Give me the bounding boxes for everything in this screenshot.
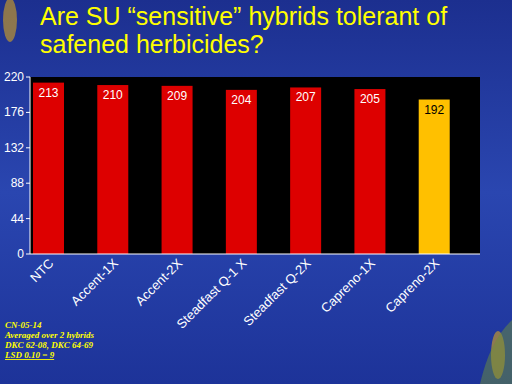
- y-tick: [26, 218, 30, 219]
- y-tick: [26, 147, 30, 148]
- y-axis: [30, 77, 31, 254]
- note: Averaged over 2 hybrids: [4, 330, 95, 340]
- y-tick-label: 88: [11, 176, 25, 190]
- bar: [290, 87, 321, 254]
- x-tick-label: Steadfast Q-2X: [240, 255, 314, 329]
- bar: [33, 83, 64, 254]
- data-label: 207: [296, 90, 316, 104]
- note: CN-05-14: [5, 320, 42, 330]
- plot-area: [30, 77, 480, 254]
- title: Are SU “sensitive” hybrids tolerant of s…: [40, 2, 490, 58]
- bar: [97, 85, 128, 254]
- x-tick-label: Accent-1X: [68, 255, 121, 308]
- page: {"chart_data": {"type": "bar", "title": …: [0, 0, 512, 384]
- x-tick-label: NTC: [27, 256, 56, 285]
- decoration: [480, 320, 512, 384]
- y-tick: [26, 183, 30, 184]
- data-label: 205: [360, 92, 380, 106]
- bar: [419, 100, 450, 254]
- y-tick: [26, 77, 30, 78]
- bar: [226, 90, 257, 254]
- y-tick-label: 0: [17, 247, 24, 261]
- bars: [33, 83, 450, 254]
- note: DKC 62-08, DKC 64-69: [4, 340, 94, 350]
- data-label: 192: [424, 103, 444, 117]
- x-tick-label: Accent-2X: [132, 255, 185, 308]
- y-tick: [26, 112, 30, 113]
- data-label: 210: [103, 88, 123, 102]
- y-tick: [26, 254, 30, 255]
- x-tick-label: Capreno-1X: [318, 255, 378, 315]
- data-label: 209: [167, 89, 187, 103]
- y-tick-label: 44: [11, 212, 25, 226]
- x-axis: [30, 254, 480, 255]
- bar: [354, 89, 385, 254]
- data-label: 213: [38, 86, 58, 100]
- y-tick-label: 132: [4, 141, 24, 155]
- background: [0, 0, 512, 384]
- x-tick-label: Capreno-2X: [382, 255, 442, 315]
- note: LSD 0.10 = 9: [4, 350, 55, 360]
- data-label: 204: [231, 93, 251, 107]
- y-tick-label: 220: [4, 70, 24, 84]
- y-tick-label: 176: [4, 105, 24, 119]
- decoration: [3, 0, 17, 42]
- bar: [162, 86, 193, 254]
- x-tick-label: Steadfast Q-1 X: [173, 255, 249, 331]
